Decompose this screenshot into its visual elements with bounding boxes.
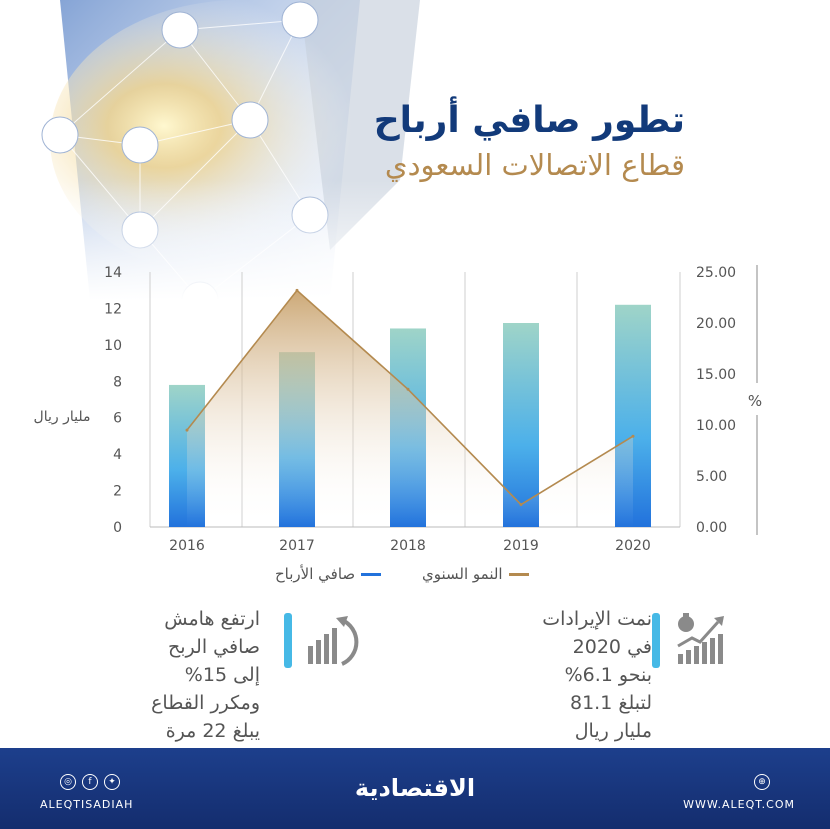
legend-item-growth: النمو السنوي: [422, 565, 529, 583]
y-right-tick-20.00: 20.00: [696, 316, 736, 332]
y-left-tick-4: 4: [113, 447, 122, 463]
legend-swatch-growth: [508, 572, 529, 576]
y-right-tick-10.00: 10.00: [696, 418, 736, 434]
x-tick-2018: 2018: [390, 538, 426, 554]
growth-point-2016: [185, 428, 189, 432]
y-left-tick-6: 6: [113, 411, 122, 427]
combo-chart: 0 2 4 6 8 10 12 14 0.00 5.00 10.00 15.00 20.00 25.00 2…: [34, 265, 762, 554]
y-left-tick-8: 8: [113, 374, 122, 390]
instagram-icon[interactable]: ◎: [60, 774, 76, 790]
growth-chart-icon: [308, 616, 359, 666]
y-right-tick-5.00: 5.00: [696, 469, 727, 485]
card-revenue-accent: [652, 613, 660, 668]
chart-title: تطور صافي أرباح: [373, 100, 685, 141]
growth-point-2017: [295, 288, 299, 292]
hero-image: [0, 0, 830, 300]
y-axis-left-label: مليار ريال: [34, 409, 91, 425]
globe-icon: ⊕: [754, 774, 770, 790]
y-left-tick-2: 2: [113, 484, 122, 500]
brand-logo: الاقتصادية: [354, 774, 476, 802]
card-profit-margin-text: ارتفع هامش صافي الربح إلى 15% ومكرر القط…: [151, 608, 260, 742]
x-tick-2016: 2016: [169, 538, 205, 554]
x-tick-2019: 2019: [503, 538, 539, 554]
growth-point-2019: [519, 503, 523, 507]
y-left-tick-12: 12: [104, 301, 122, 317]
y-right-tick-25.00: 25.00: [696, 265, 736, 281]
money-bag-chart-icon: [677, 613, 724, 664]
legend-swatch-profit: [361, 572, 382, 576]
y-left-tick-10: 10: [104, 338, 122, 354]
website-link[interactable]: WWW.ALEQT.COM: [683, 798, 795, 811]
chart-legend: صافي الأرباح النمو السنوي: [0, 565, 830, 589]
y-left-tick-0: 0: [113, 520, 122, 536]
x-tick-2020: 2020: [615, 538, 651, 554]
social-handle[interactable]: ALEQTISADIAH: [40, 798, 134, 811]
social-icons: ◎ f ✦: [60, 774, 120, 790]
card-profit-margin: ارتفع هامش صافي الربح إلى 15% ومكرر القط…: [150, 605, 359, 742]
y-left-tick-14: 14: [104, 265, 122, 281]
card-profit-margin-accent: [284, 613, 292, 668]
y-right-tick-0.00: 0.00: [696, 520, 727, 536]
y-axis-right-label: %: [748, 392, 762, 410]
y-right-tick-15.00: 15.00: [696, 367, 736, 383]
legend-label-profit: صافي الأرباح: [275, 565, 356, 583]
card-revenue: نمت الإيرادات في 2020 بنحو 6.1% لتبلغ 81…: [470, 605, 770, 742]
legend-item-profit: صافي الأرباح: [275, 565, 382, 583]
twitter-icon[interactable]: ✦: [104, 774, 120, 790]
growth-point-2020: [631, 434, 635, 438]
footer-bar: ◎ f ✦ ALEQTISADIAH الاقتصادية ⊕ WWW.ALEQ…: [0, 748, 830, 829]
growth-point-2018: [406, 387, 410, 391]
chart-subtitle: قطاع الاتصالات السعودي: [384, 148, 685, 182]
x-tick-2017: 2017: [279, 538, 315, 554]
facebook-icon[interactable]: f: [82, 774, 98, 790]
legend-label-growth: النمو السنوي: [422, 565, 503, 583]
card-revenue-text: نمت الإيرادات في 2020 بنحو 6.1% لتبلغ 81…: [542, 608, 652, 742]
growth-area: [187, 290, 633, 527]
